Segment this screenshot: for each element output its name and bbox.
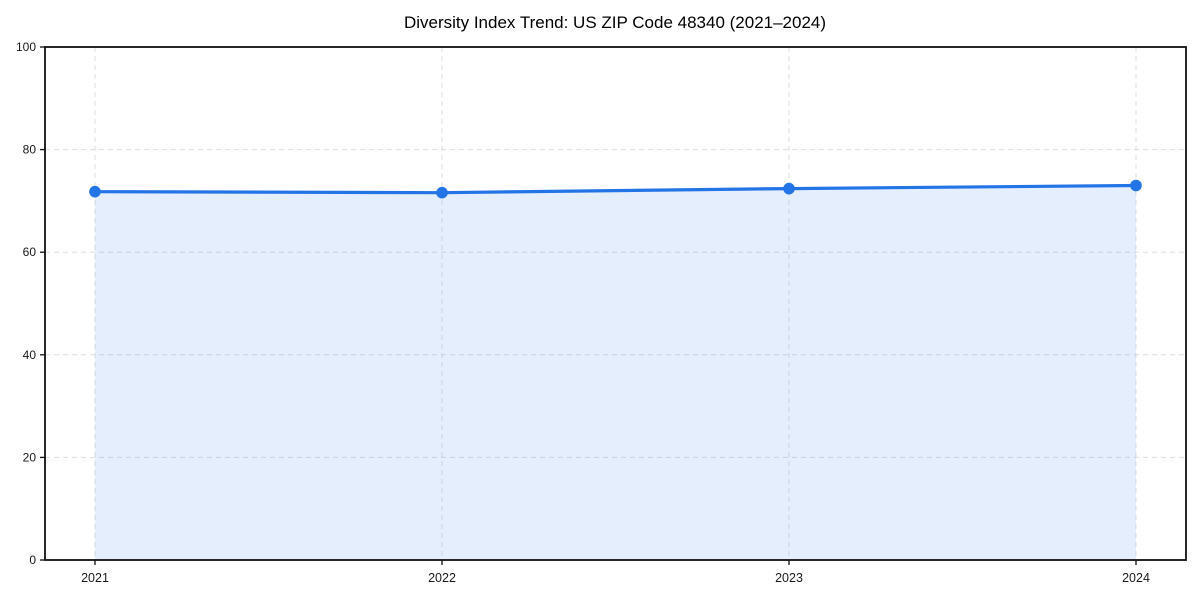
data-point [1130,179,1142,192]
chart-title: Diversity Index Trend: US ZIP Code 48340… [404,13,826,32]
y-tick-label: 0 [29,553,36,567]
data-point [783,182,795,195]
area-fill [95,185,1136,560]
data-point [436,186,448,199]
plot-border [44,46,1187,561]
trend-line [93,183,1138,195]
y-tick-label: 100 [16,40,36,54]
x-tick-label: 2024 [1122,571,1150,585]
y-tick-label: 40 [23,348,37,362]
y-tick-label: 60 [23,245,37,259]
x-tick-label: 2022 [428,571,456,585]
data-point [89,185,101,198]
plot-area: 0 20 40 60 80 100 2021 2022 2023 2024 [16,40,1187,585]
x-tick-label: 2023 [775,571,803,585]
y-tick-label: 80 [23,143,37,157]
x-tick-label: 2021 [81,571,109,585]
y-tick-label: 20 [23,450,37,464]
